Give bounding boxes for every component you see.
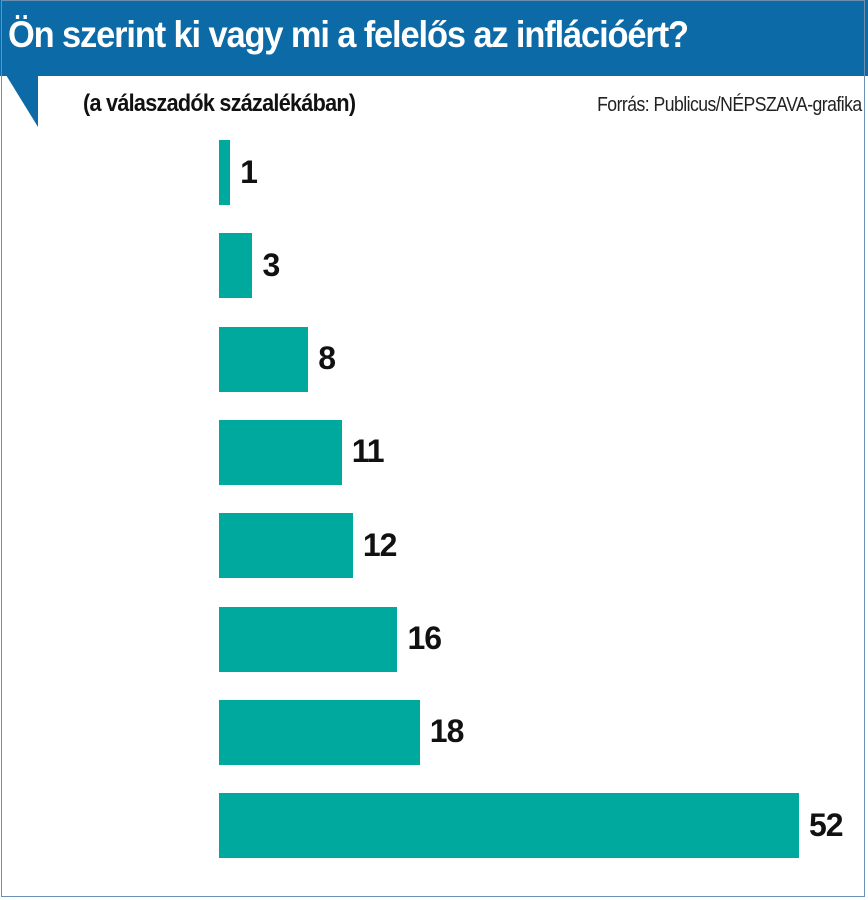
chart-title: Ön szerint ki vagy mi a felelős az inflá… <box>8 14 689 55</box>
value-label: 1 <box>240 153 258 190</box>
bar-0 <box>219 140 231 205</box>
value-label: 11 <box>351 433 385 470</box>
bar-1 <box>219 233 253 299</box>
value-label: 12 <box>362 526 398 563</box>
value-label: 52 <box>809 806 844 843</box>
bar-5 <box>219 606 398 672</box>
chart-subtitle: (a válaszadók százalékában) <box>83 90 356 117</box>
chart-source: Forrás: Publicus/NÉPSZAVA-grafika <box>597 94 862 116</box>
value-label: 8 <box>318 340 336 377</box>
bar-7 <box>219 793 799 859</box>
value-label: 3 <box>262 246 280 283</box>
value-label: 16 <box>407 620 442 656</box>
title-banner: Ön szerint ki vagy mi a felelős az inflá… <box>0 0 868 76</box>
bar-6 <box>219 699 420 765</box>
bar-2 <box>219 326 309 392</box>
value-label: 18 <box>429 713 465 750</box>
speech-bubble-tail <box>6 75 38 127</box>
bar-4 <box>219 513 353 579</box>
bar-3 <box>219 419 342 485</box>
